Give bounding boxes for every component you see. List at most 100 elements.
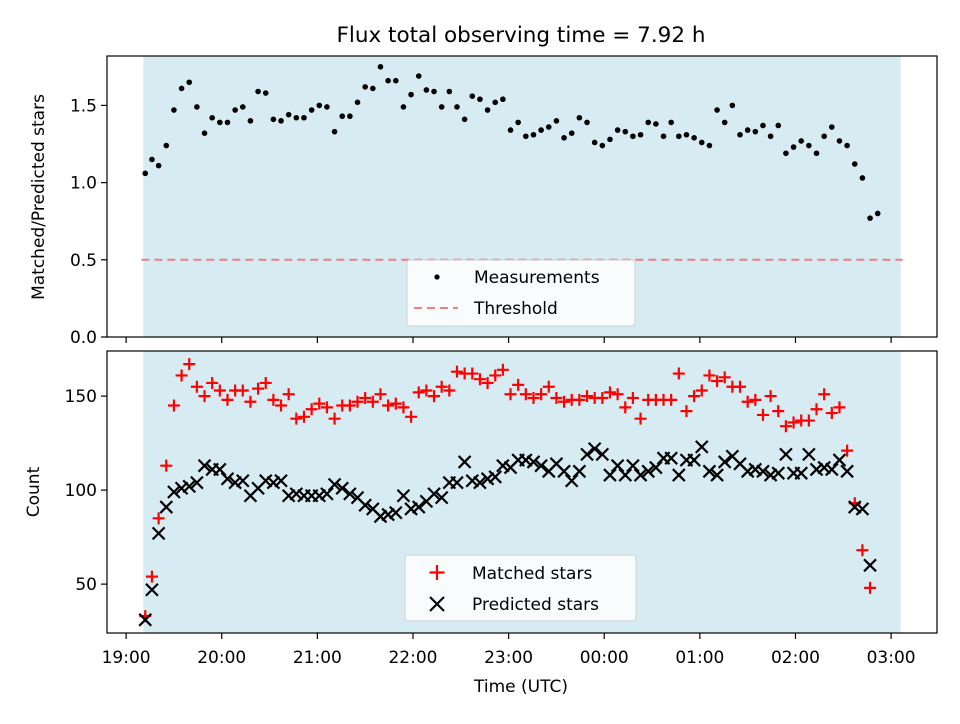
measurement-point (362, 84, 368, 90)
matched-star-point (397, 401, 410, 414)
predicted-star-point (855, 502, 870, 516)
matched-star-point (290, 412, 303, 425)
measurement-point (431, 88, 437, 95)
matched-star-point (787, 416, 800, 429)
matched-star-point (374, 388, 387, 401)
predicted-star-point (832, 453, 847, 467)
matched-star-point (688, 390, 701, 403)
measurement-point (859, 175, 866, 181)
predicted-star-point (450, 475, 464, 490)
x-tick-label: 22:00 (388, 648, 437, 668)
measurement-point (645, 119, 652, 126)
predicted-star-point (182, 479, 197, 494)
matched-star-point (558, 395, 571, 408)
matched-star-point (175, 369, 188, 382)
measurement-point (790, 144, 797, 150)
measurement-point (239, 104, 246, 110)
measurement-point (316, 102, 323, 109)
matched-star-point (756, 408, 769, 421)
matched-star-point (626, 392, 639, 404)
matched-star-point (496, 363, 509, 376)
predicted-star-point (756, 464, 770, 479)
predicted-star-point (572, 464, 587, 479)
measurement-point (247, 118, 254, 124)
measurement-point (469, 93, 476, 99)
y-tick-label: 1.0 (70, 174, 97, 194)
predicted-star-point (649, 460, 663, 475)
x-tick-label: 19:00 (102, 648, 151, 668)
predicted-star-point (618, 468, 633, 482)
measurement-point (492, 99, 499, 106)
legend-ratio: Measurements Threshold (406, 259, 636, 327)
predicted-star-point (771, 466, 786, 480)
predicted-star-point (603, 468, 617, 482)
predicted-star-point (427, 487, 441, 501)
matched-star-point (343, 399, 356, 412)
measurement-point (744, 127, 751, 133)
measurement-point (446, 88, 453, 95)
measurement-point (278, 118, 284, 124)
measurement-point (293, 114, 300, 121)
panel-ratio-frame (106, 55, 938, 338)
legend-label-measurements: Measurements (474, 268, 600, 288)
measurement-point (385, 77, 391, 84)
measurement-point (545, 124, 552, 130)
measurement-point (461, 116, 468, 123)
x-axis-label: Time (UTC) (473, 677, 568, 697)
measurement-point (813, 150, 820, 157)
measurement-point (576, 114, 583, 121)
matched-star-point (236, 384, 249, 397)
predicted-star-point (687, 453, 701, 467)
predicted-star-point (779, 447, 793, 462)
matched-star-point (825, 407, 838, 420)
matched-star-point (450, 365, 463, 378)
matched-star-point (473, 373, 486, 386)
predicted-star-point (802, 447, 816, 462)
measurement-point (224, 119, 231, 126)
matched-star-point (267, 393, 280, 406)
matched-star-point (466, 367, 479, 380)
matched-star-point (152, 512, 165, 525)
predicted-star-point (335, 481, 350, 496)
legend-label-predicted: Predicted stars (472, 595, 599, 615)
predicted-star-point (595, 447, 610, 462)
matched-star-point (328, 412, 341, 425)
y-tick-label: 150 (65, 387, 97, 407)
predicted-star-point (710, 468, 724, 482)
predicted-star-point (358, 498, 372, 512)
legend-label-threshold: Threshold (473, 299, 558, 319)
matched-star-point (734, 380, 747, 393)
matched-star-point (802, 414, 815, 427)
measurement-point (415, 73, 422, 79)
measurement-point (630, 133, 636, 140)
measurement-point (301, 114, 307, 121)
matched-star-point (542, 380, 555, 393)
x-tick-label: 01:00 (675, 648, 724, 668)
predicted-star-point (274, 473, 288, 488)
predicted-star-point (411, 500, 426, 514)
matched-star-point (481, 376, 494, 389)
predicted-star-point (863, 558, 877, 573)
measurement-point (347, 113, 353, 120)
matched-star-point (550, 392, 563, 404)
matched-star-point (711, 375, 724, 388)
matched-star-point (764, 390, 777, 403)
legend-ratio-box (406, 259, 636, 327)
legend-marker-measurements (434, 274, 440, 280)
y-tick-label: 0.5 (70, 251, 97, 271)
matched-star-point (351, 395, 364, 408)
panel-ratio: 0.0 0.5 1.0 1.5 Matched/Predicted stars Mea… (29, 55, 938, 348)
predicted-star-point (694, 440, 709, 454)
matched-star-point (412, 386, 425, 399)
measurement-point (408, 91, 414, 98)
predicted-star-point (327, 477, 342, 492)
predicted-star-point (220, 472, 235, 486)
measurement-point (614, 127, 621, 133)
legend-count: Matched stars Predicted stars (404, 554, 637, 622)
predicted-star-point (473, 475, 487, 490)
matched-star-point (779, 420, 792, 433)
panel-count-frame (106, 350, 938, 634)
predicted-star-point (159, 500, 174, 514)
predicted-star-point (840, 464, 854, 479)
legend-marker-matched (429, 565, 445, 580)
